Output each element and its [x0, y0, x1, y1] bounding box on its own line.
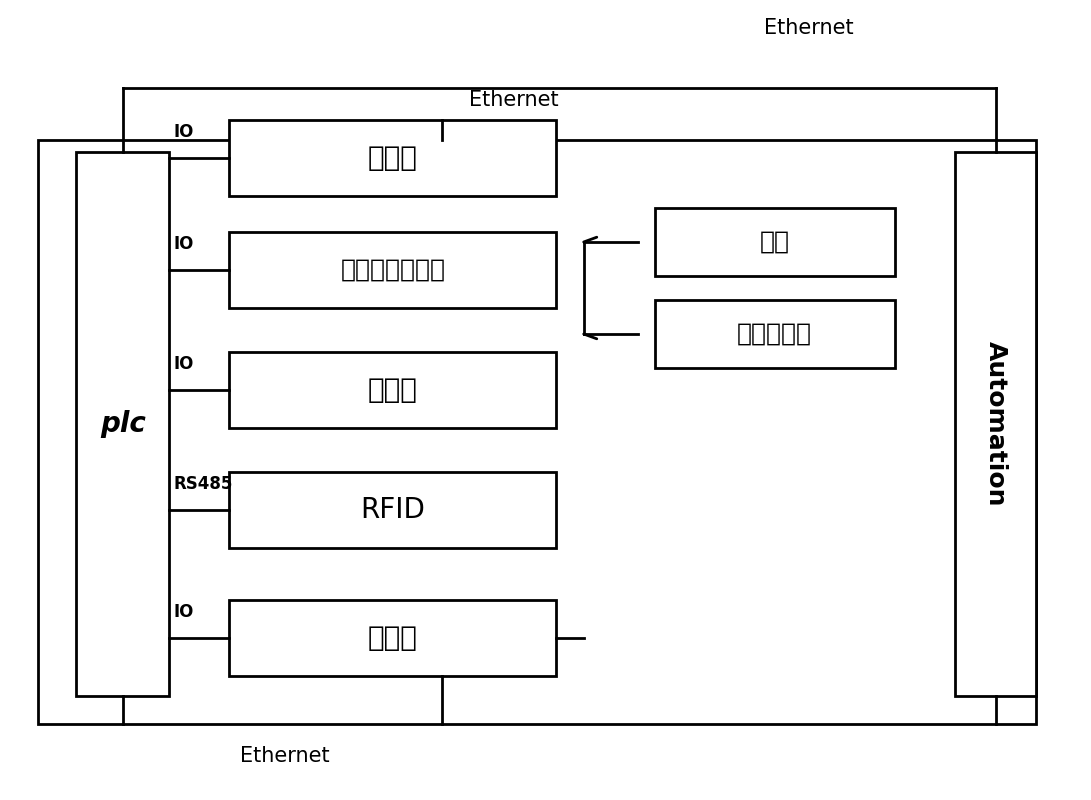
Bar — [76, 152, 169, 696]
Bar — [955, 152, 1036, 696]
Bar — [655, 208, 895, 276]
Bar — [38, 140, 1036, 724]
Text: Ethernet: Ethernet — [240, 746, 329, 766]
Text: IO: IO — [173, 235, 194, 253]
Text: RFID: RFID — [360, 496, 425, 524]
Text: 检测传感器: 检测传感器 — [738, 322, 812, 346]
Text: IO: IO — [173, 603, 194, 621]
Text: 精雕机: 精雕机 — [368, 144, 418, 172]
Text: Ethernet: Ethernet — [764, 18, 853, 38]
Bar — [229, 120, 556, 196]
Text: 手抓: 手抓 — [759, 230, 790, 254]
Text: 防护栏安全光杺: 防护栏安全光杺 — [340, 258, 445, 282]
Text: IO: IO — [173, 354, 194, 373]
Text: Automation: Automation — [984, 342, 1007, 506]
Text: Ethernet: Ethernet — [469, 90, 559, 110]
Bar — [655, 300, 895, 368]
Bar — [229, 352, 556, 428]
Text: 机器人: 机器人 — [368, 624, 418, 652]
Bar — [229, 232, 556, 308]
Text: plc: plc — [99, 410, 146, 438]
Bar — [229, 600, 556, 676]
Text: 电极库: 电极库 — [368, 376, 418, 404]
Bar — [229, 472, 556, 548]
Text: RS485: RS485 — [173, 475, 232, 493]
Text: IO: IO — [173, 122, 194, 141]
